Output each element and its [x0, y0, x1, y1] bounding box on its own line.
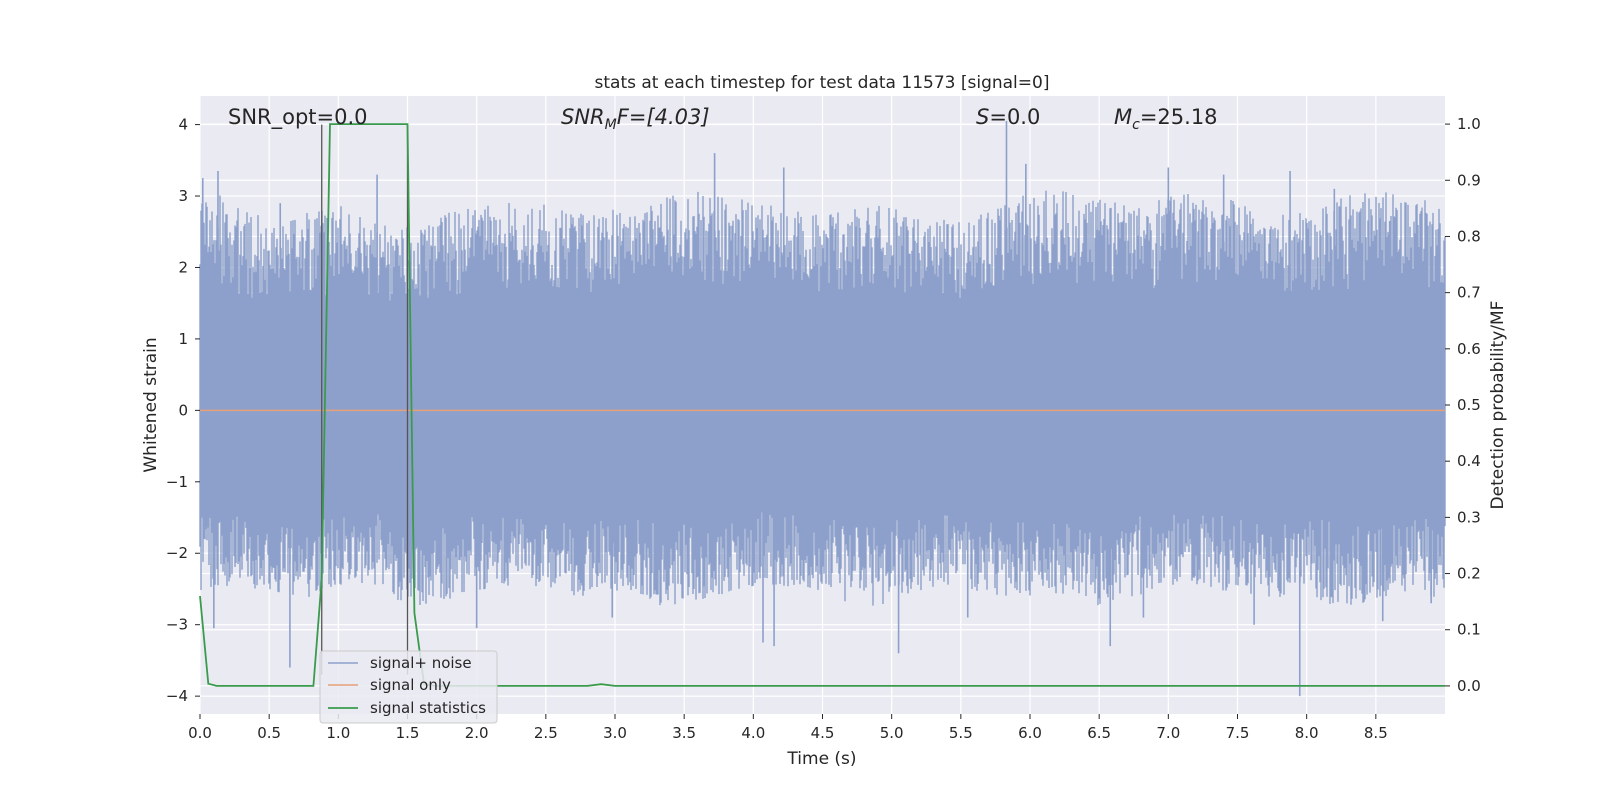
y-axis-ticks: −4 −3 −2 −1 0 1 2 3 4 — [166, 116, 200, 705]
x-tick-label: 3.0 — [603, 724, 627, 742]
y-tick-label: 2 — [178, 258, 188, 276]
annotation-snr-mf-main: SNR — [561, 105, 605, 129]
x-tick-label: 2.5 — [534, 724, 558, 742]
x-tick-label: 5.0 — [880, 724, 904, 742]
x-axis-ticks: 0.0 0.5 1.0 1.5 2.0 2.5 3.0 3.5 4.0 4.5 5.0 5.5 6.0 6… — [188, 714, 1388, 742]
x-tick-label: 1.5 — [396, 724, 420, 742]
y-right-tick-label: 0.8 — [1457, 227, 1481, 245]
y-right-tick-label: 0.0 — [1457, 677, 1481, 695]
y-tick-label: 1 — [178, 330, 188, 348]
x-axis-label: Time (s) — [786, 749, 856, 769]
x-tick-label: 6.0 — [1018, 724, 1042, 742]
legend: signal+ noise signal only signal statist… — [319, 650, 498, 724]
annotation-mc-sub: c — [1132, 117, 1140, 133]
x-tick-label: 6.5 — [1087, 724, 1111, 742]
series-signal-noise — [199, 121, 1446, 697]
y-tick-label: −2 — [166, 544, 188, 562]
y-right-tick-label: 0.4 — [1457, 452, 1481, 470]
annotation-s-main: S — [976, 105, 989, 129]
y-right-tick-label: 0.7 — [1457, 284, 1481, 302]
annotation-mc: Mc=25.18 — [1114, 105, 1218, 133]
x-tick-label: 7.5 — [1226, 724, 1250, 742]
x-tick-label: 0.5 — [257, 724, 281, 742]
y-tick-label: 4 — [178, 116, 188, 134]
x-tick-label: 2.0 — [465, 724, 489, 742]
x-tick-label: 8.5 — [1364, 724, 1388, 742]
y-tick-label: −3 — [166, 616, 188, 634]
y-right-axis-ticks: 0.0 0.1 0.2 0.3 0.4 0.5 0.6 0.7 0.8 0.9 1.0 — [1445, 115, 1481, 695]
y-right-tick-label: 1.0 — [1457, 115, 1481, 133]
legend-label-signal-statistics: signal statistics — [370, 699, 486, 717]
series-signal-statistics — [199, 123, 1445, 687]
legend-label-signal-only: signal only — [370, 676, 451, 694]
y-right-tick-label: 0.1 — [1457, 621, 1481, 639]
y-tick-label: 0 — [178, 401, 188, 419]
y-tick-label: −1 — [166, 473, 188, 491]
annotation-snr-opt: SNR_opt=0.0 — [228, 105, 368, 130]
annotation-s-rest: =0.0 — [989, 105, 1040, 129]
annotation-snr-mf-sub: M — [605, 117, 617, 133]
x-tick-label: 0.0 — [188, 724, 212, 742]
y-axis-label: Whitened strain — [141, 337, 161, 472]
annotation-snr-mf-rest: F=[4.03] — [617, 105, 710, 129]
x-tick-label: 4.0 — [741, 724, 765, 742]
noise-body — [199, 190, 1446, 606]
y-tick-label: 3 — [178, 187, 188, 205]
y-right-tick-label: 0.9 — [1457, 171, 1481, 189]
y-right-tick-label: 0.6 — [1457, 340, 1481, 358]
y-right-tick-label: 0.2 — [1457, 565, 1481, 583]
legend-label-signal-noise: signal+ noise — [370, 654, 472, 672]
y-right-tick-label: 0.3 — [1457, 508, 1481, 526]
x-tick-label: 7.0 — [1156, 724, 1180, 742]
y-tick-label: −4 — [166, 687, 188, 705]
x-tick-label: 8.0 — [1295, 724, 1319, 742]
legend-box — [319, 650, 498, 724]
chart-title: stats at each timestep for test data 115… — [595, 73, 1050, 93]
y-right-axis-label: Detection probability/MF — [1488, 301, 1508, 510]
y-right-tick-label: 0.5 — [1457, 396, 1481, 414]
x-tick-label: 3.5 — [672, 724, 696, 742]
annotation-s: S=0.0 — [976, 105, 1040, 129]
x-tick-label: 5.5 — [949, 724, 973, 742]
x-tick-label: 1.0 — [326, 724, 350, 742]
annotation-mc-main: M — [1114, 105, 1132, 129]
annotation-snr-mf: SNRMF=[4.03] — [561, 105, 710, 133]
x-tick-label: 4.5 — [811, 724, 835, 742]
annotation-mc-rest: =25.18 — [1140, 105, 1218, 129]
